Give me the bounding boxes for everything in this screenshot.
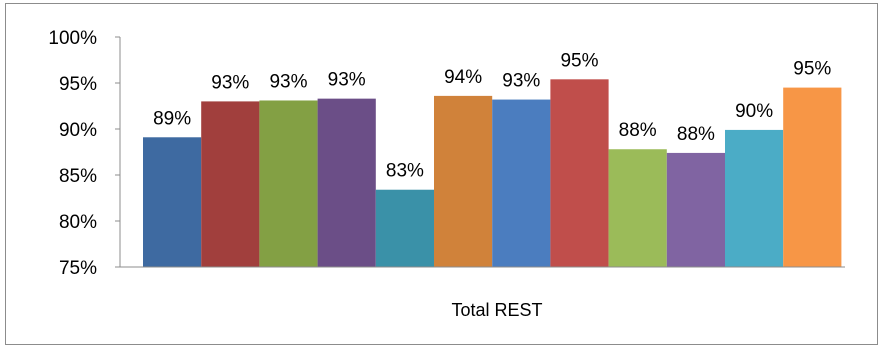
bar [725, 129, 784, 267]
data-label: 93% [211, 72, 249, 93]
y-tick-label: 80% [59, 212, 97, 233]
data-label: 95% [793, 59, 831, 80]
bars [143, 79, 842, 268]
data-label: 93% [328, 70, 366, 91]
y-tick-label: 75% [59, 258, 97, 279]
bar [317, 98, 376, 267]
bar [608, 149, 667, 267]
bar [259, 100, 318, 267]
bar [783, 87, 842, 267]
data-label: 88% [677, 124, 715, 145]
x-category-label: Total REST [451, 300, 542, 320]
y-tick-label: 95% [59, 74, 97, 95]
y-tick-label: 85% [59, 166, 97, 187]
data-label: 88% [619, 120, 657, 141]
bar [375, 189, 434, 267]
bar [434, 95, 493, 267]
y-axis-ticks: 100% 95% 90% 85% 80% 75% [48, 28, 120, 279]
data-label: 90% [735, 101, 773, 122]
data-labels: 89% 93% 93% 93% 83% 94% 93% 95% 88% 88% 90% 95% [153, 50, 831, 181]
data-label: 89% [153, 108, 191, 129]
data-label: 95% [560, 50, 598, 71]
bar [143, 137, 202, 267]
axes [115, 37, 845, 268]
data-label: 93% [502, 71, 540, 92]
x-axis-labels: Total REST [451, 300, 542, 320]
bar [492, 99, 551, 267]
data-label: 94% [444, 67, 482, 88]
y-tick-label: 100% [48, 28, 97, 49]
data-label: 83% [386, 161, 424, 182]
bar [550, 79, 609, 267]
bar [666, 152, 725, 267]
y-tick-label: 90% [59, 120, 97, 141]
bar [201, 101, 260, 268]
data-label: 93% [269, 71, 307, 92]
